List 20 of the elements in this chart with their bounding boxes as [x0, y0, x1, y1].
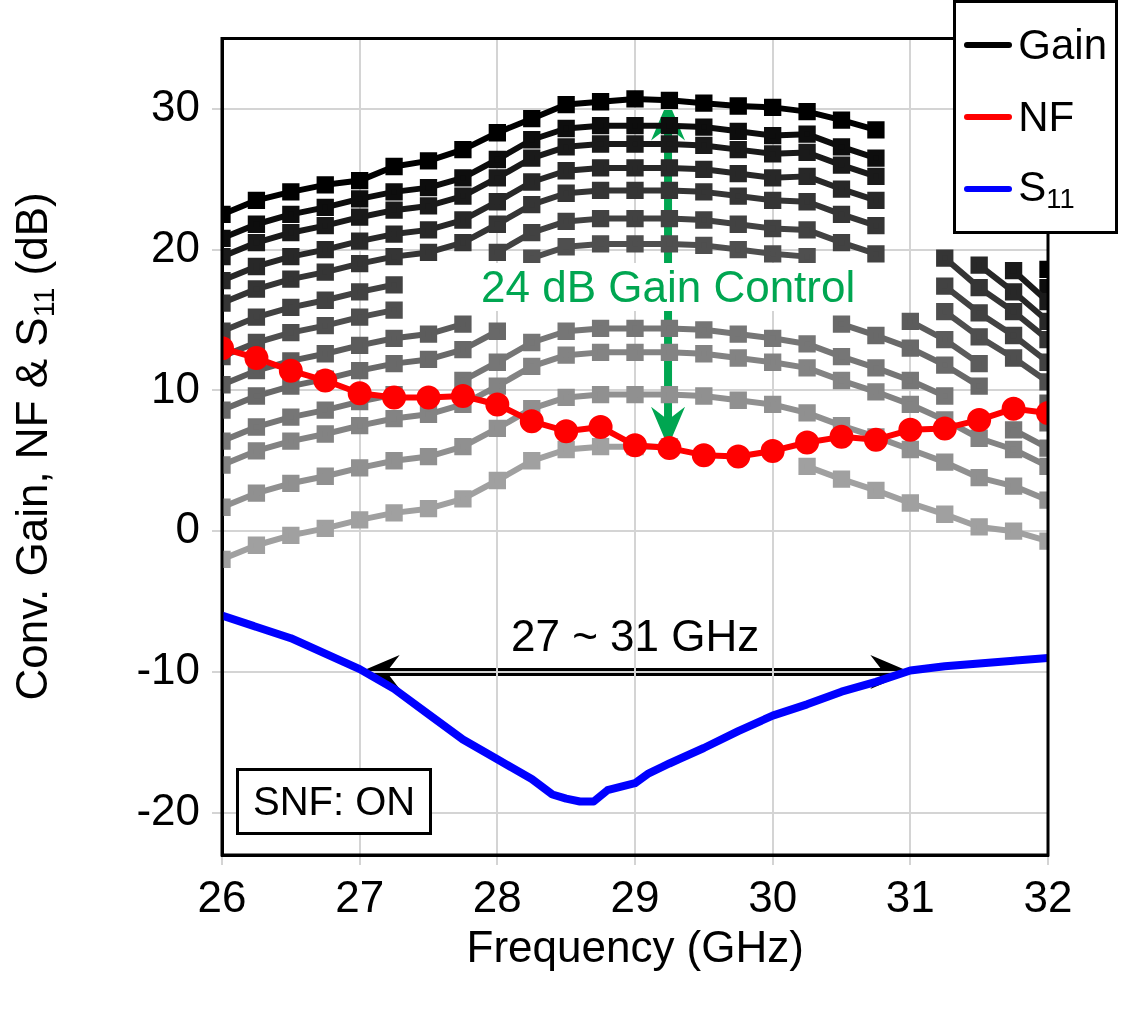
x-axis-title: Frequency (GHz) [466, 922, 804, 971]
y-tick-label: 20 [151, 221, 200, 271]
x-tick-label: 31 [885, 871, 935, 921]
y-tick-label: -20 [136, 784, 200, 834]
annotation: 27 ~ 31 GHz [511, 611, 760, 661]
legend-label: Gain [1018, 21, 1107, 69]
legend-label: NF [1018, 93, 1075, 141]
y-tick-label: -10 [136, 644, 200, 694]
y-tick-label: 30 [151, 80, 200, 130]
x-tick-label: 29 [610, 871, 660, 921]
x-tick-label: 28 [472, 871, 522, 921]
annotation: 24 dB Gain Control [477, 262, 860, 312]
legend-label: S$_{11}$ [1018, 163, 1075, 215]
annotation: SNF: ON [236, 768, 433, 835]
x-tick-label: 32 [1023, 871, 1073, 921]
y-tick-label: 10 [151, 362, 200, 412]
x-tick-label: 26 [197, 871, 247, 921]
x-tick-label: 30 [748, 871, 798, 921]
x-tick-label: 27 [335, 871, 385, 921]
y-tick-label: 0 [175, 503, 200, 553]
